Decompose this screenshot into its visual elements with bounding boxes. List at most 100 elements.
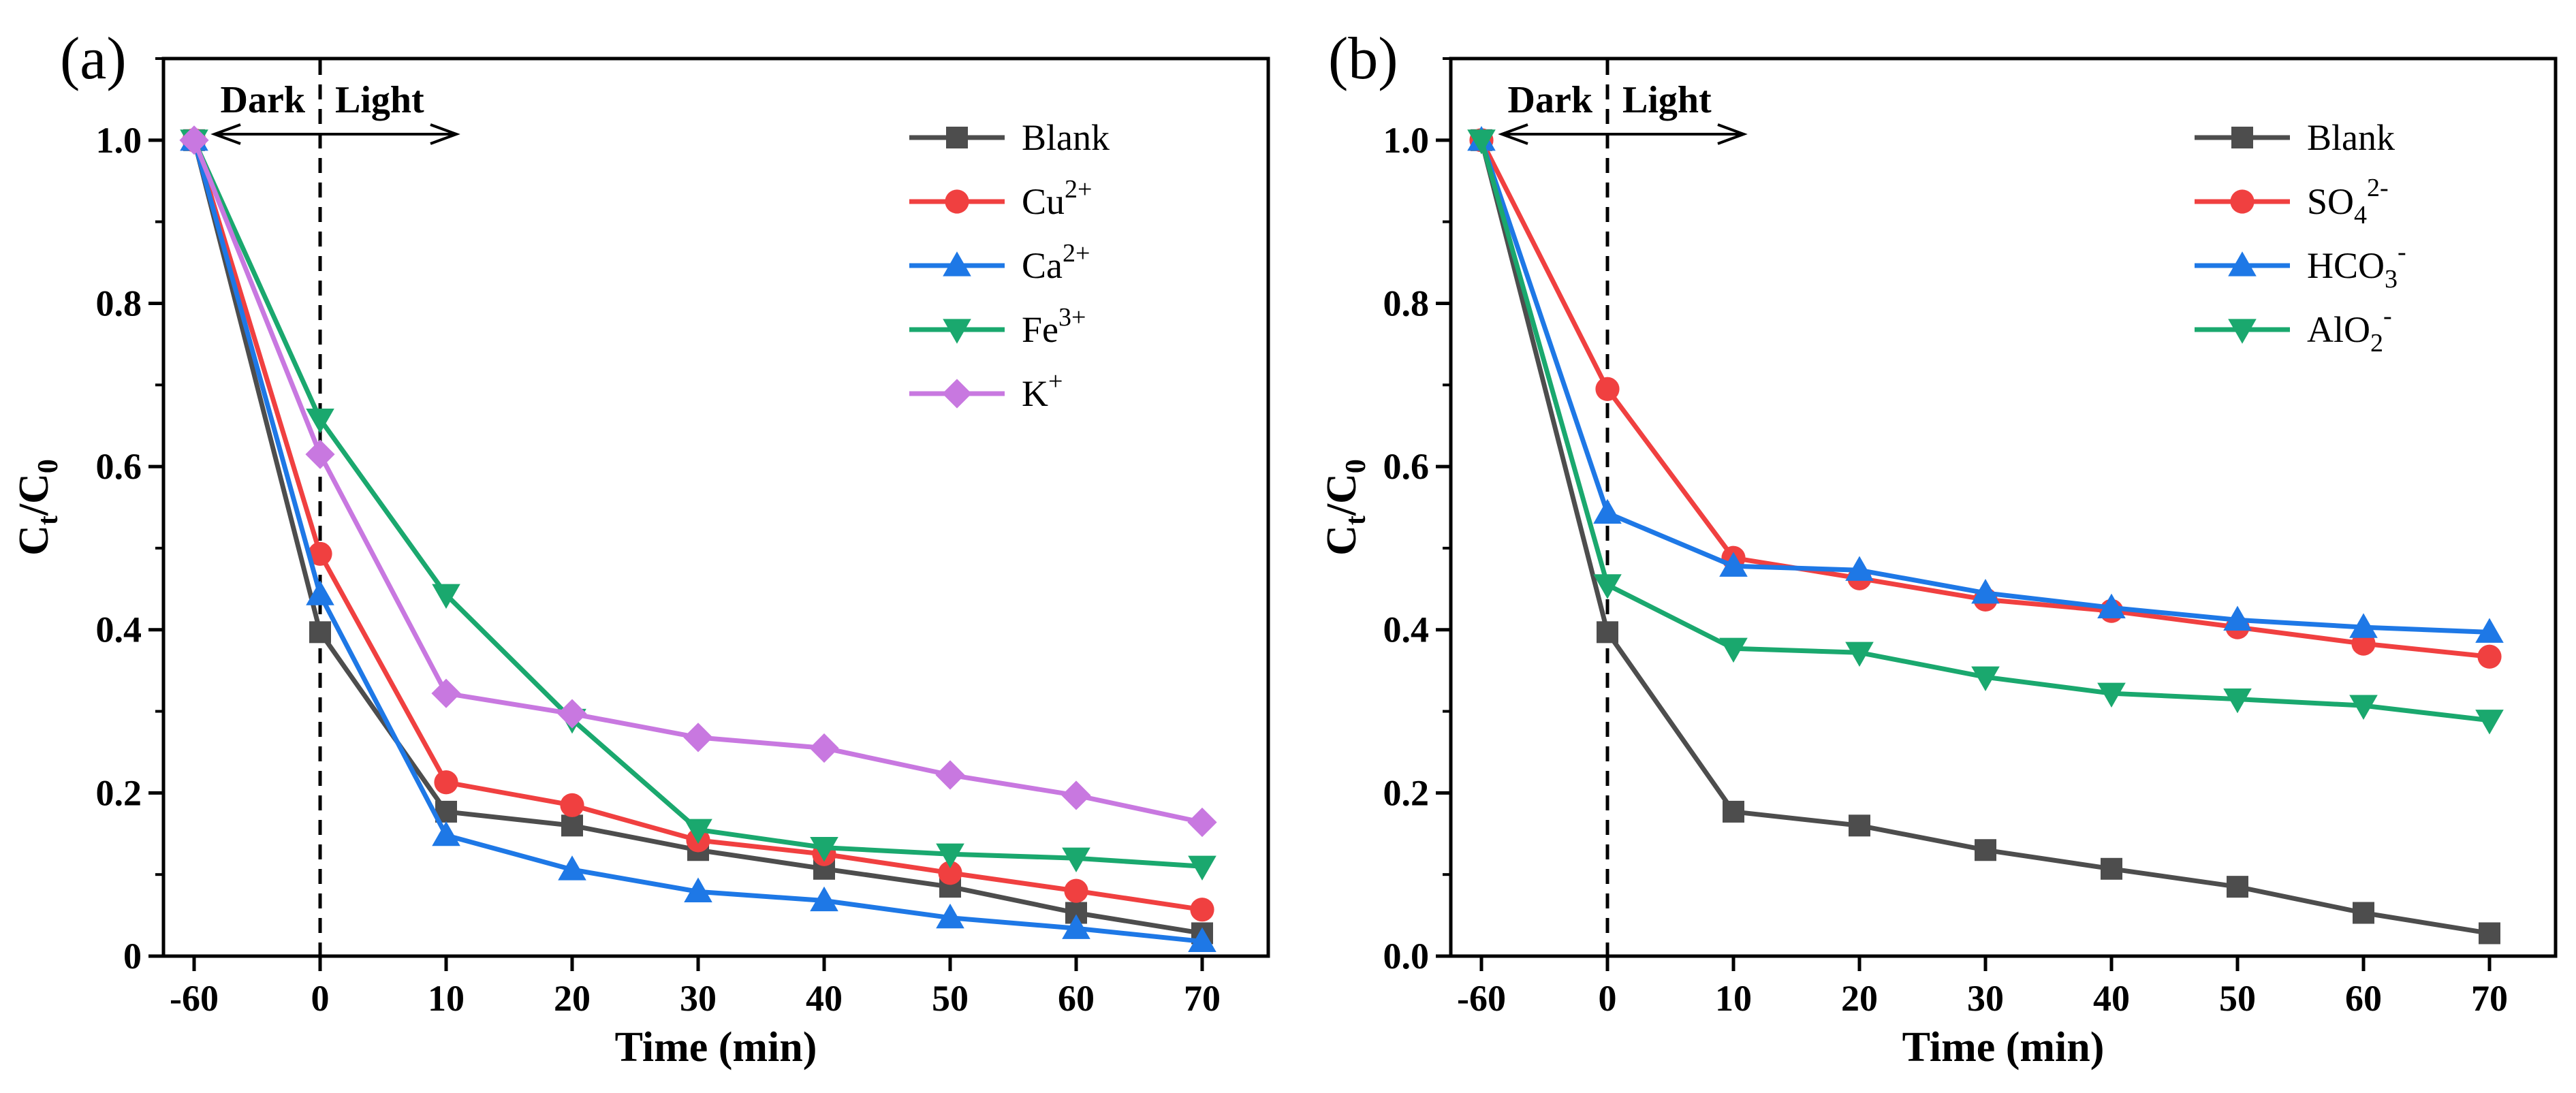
data-point-Blank-60	[2353, 902, 2374, 924]
data-point-Blank-50	[2227, 876, 2248, 898]
data-point-K+-20	[557, 699, 587, 729]
y-title-sub1: t	[33, 516, 64, 525]
data-point-Blank-30	[1975, 839, 1996, 861]
data-point-Ca2+-40	[810, 886, 838, 912]
y-title-sub2: 0	[1340, 459, 1372, 473]
legend-label-main: Ca	[1022, 245, 1063, 286]
data-point-HCO3--30	[1971, 579, 2000, 604]
data-point-Cu2+-10	[434, 770, 458, 795]
data-point-SO42--0	[1595, 377, 1620, 401]
legend-label-sup: 2-	[2367, 174, 2389, 202]
panel-b: (b)Dark Light-60 0 10 20 30 40 50 60 700.00.20.40…	[1319, 26, 2558, 1071]
y-tick-label: 0.6	[96, 446, 142, 487]
legend-item-K+: K+	[909, 367, 1063, 414]
y-title-sub2: 0	[33, 459, 64, 473]
data-point-SO42--70	[2477, 644, 2502, 669]
y-title-slash: /C	[1319, 473, 1365, 516]
y-tick-label: 0.6	[1383, 446, 1430, 487]
dark-label: Dark	[1508, 79, 1593, 121]
data-point-AlO2---60	[1467, 129, 1496, 155]
legend-label-sub: 3	[2385, 265, 2398, 294]
y-title-main: C	[1319, 525, 1365, 556]
y-tick-label: 0.2	[96, 772, 142, 813]
data-point-Fe3+-50	[936, 843, 964, 869]
data-point-Blank-0	[309, 621, 331, 644]
legend-label-sup: 2+	[1063, 239, 1090, 268]
legend-label-sup: -	[2383, 302, 2392, 330]
data-point-K+--60	[179, 125, 209, 155]
data-point-AlO2--60	[2349, 695, 2378, 720]
legend-item-HCO3-: HCO3-	[2195, 238, 2406, 294]
series-Fe3+	[180, 129, 1216, 881]
data-point-HCO3--40	[2097, 593, 2126, 618]
data-point-Fe3+-70	[1188, 855, 1216, 881]
legend-label-main: HCO	[2307, 245, 2385, 286]
phase-arrow-left-head	[1498, 123, 1528, 145]
x-tick-label: 70	[1184, 978, 1221, 1019]
legend-label: Cu2+	[1022, 175, 1092, 222]
x-tick-label: 40	[2093, 978, 2130, 1019]
legend-label-sup: -	[2398, 238, 2406, 266]
light-label: Light	[1622, 79, 1712, 121]
legend-marker	[943, 319, 971, 344]
data-point-Cu2+-20	[560, 793, 584, 817]
panel-a: (a) Dark Light -60 0 10 20 30 40 50 60 70 0 0.2 0.4 0.6…	[11, 26, 1270, 1071]
legend-label-sup: 2+	[1065, 175, 1092, 204]
legend-label-sub: 4	[2354, 201, 2367, 229]
y-tick-label: 1.0	[1383, 120, 1430, 161]
y-axis-title: Ct/C0	[11, 459, 64, 556]
y-title-slash: /C	[11, 473, 57, 516]
panel-label: (b)	[1328, 26, 1398, 92]
legend-label: K+	[1022, 367, 1063, 414]
data-point-HCO3--70	[2475, 618, 2504, 643]
legend-label: HCO3-	[2307, 238, 2406, 294]
legend-marker	[945, 189, 969, 214]
x-axis-title: Time (min)	[615, 1024, 817, 1071]
data-point-Ca2+-50	[936, 903, 964, 929]
panel-label: (a)	[60, 26, 127, 92]
legend-label: Blank	[1022, 117, 1110, 158]
data-point-Fe3+-40	[810, 837, 838, 862]
data-point-Cu2+-50	[938, 861, 962, 885]
legend-item-AlO2-: AlO2-	[2195, 302, 2392, 358]
data-point-Cu2+-60	[1064, 878, 1088, 903]
legend-item-Fe3+: Fe3+	[909, 303, 1086, 350]
data-point-Ca2+-70	[1188, 927, 1216, 953]
y-tick-label: 0.0	[1383, 936, 1430, 977]
legend-marker	[2230, 189, 2255, 214]
x-tick-label: 60	[1058, 978, 1095, 1019]
legend-label: Fe3+	[1022, 303, 1086, 350]
plot-frame	[161, 57, 1270, 958]
series-line-K+	[191, 139, 1203, 825]
x-tick-label: 10	[1715, 978, 1752, 1019]
data-point-Ca2+-30	[684, 877, 712, 902]
x-tick-label: 30	[1967, 978, 2004, 1019]
y-tick-label: 0.8	[96, 283, 142, 323]
data-point-Ca2+-60	[1062, 914, 1090, 939]
legend-label-main: Fe	[1022, 309, 1058, 350]
data-point-K+-40	[809, 733, 839, 763]
legend-marker	[943, 251, 971, 276]
y-title-sub1: t	[1340, 516, 1372, 525]
legend-label-main: AlO	[2307, 309, 2370, 350]
data-point-K+-0	[305, 439, 335, 469]
legend-label-main: SO	[2307, 181, 2354, 222]
legend-label-sup: 3+	[1058, 303, 1086, 332]
data-point-Ca2+-0	[306, 580, 334, 605]
legend-label: Blank	[2307, 117, 2395, 158]
data-point-AlO2--30	[1971, 666, 2000, 692]
data-point-Cu2+-70	[1190, 898, 1214, 922]
data-point-HCO3--50	[2223, 605, 2252, 631]
legend-marker	[2228, 319, 2257, 344]
light-label: Light	[335, 79, 424, 121]
y-tick-label: 0.2	[1383, 772, 1430, 813]
x-tick-label: 0	[311, 978, 330, 1019]
series-AlO2-	[1467, 129, 2504, 735]
data-point-AlO2--70	[2475, 710, 2504, 735]
y-tick-label: 0.4	[96, 609, 142, 650]
data-point-Blank-10	[1723, 800, 1744, 823]
phase-arrow-right-head	[430, 123, 460, 145]
